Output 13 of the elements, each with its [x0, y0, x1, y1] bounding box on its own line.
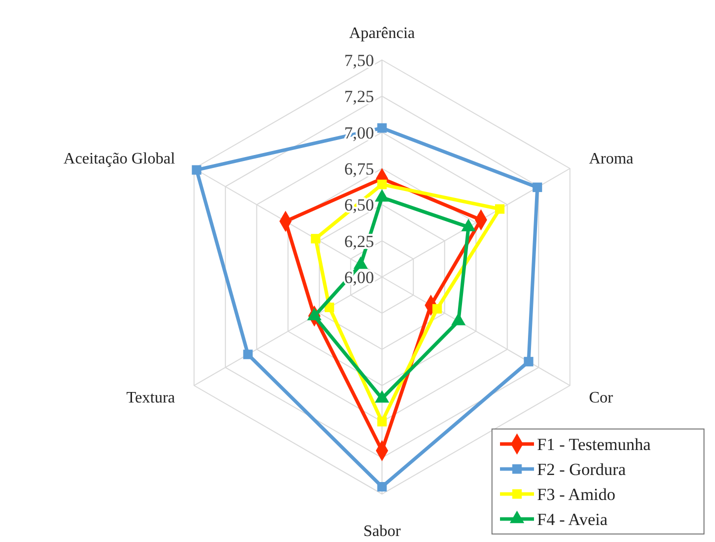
- spoke-label: Aparência: [349, 25, 415, 42]
- y-tick-label: 6,75: [344, 160, 374, 178]
- spoke-label: Aceitação Global: [64, 150, 176, 168]
- spoke-label: Aroma: [588, 150, 634, 168]
- legend-label: F1 - Testemunha: [537, 435, 652, 454]
- y-tick-label: 7,25: [344, 87, 374, 106]
- spoke-label: Sabor: [363, 523, 402, 540]
- spoke-label: Textura: [126, 390, 176, 406]
- spoke-label: Cor: [588, 390, 614, 406]
- y-tick-label: 7,50: [344, 51, 374, 70]
- legend-label: F4 - Aveia: [537, 510, 608, 529]
- legend-label: F2 - Gordura: [537, 460, 626, 479]
- legend-label: F3 - Amido: [537, 485, 616, 504]
